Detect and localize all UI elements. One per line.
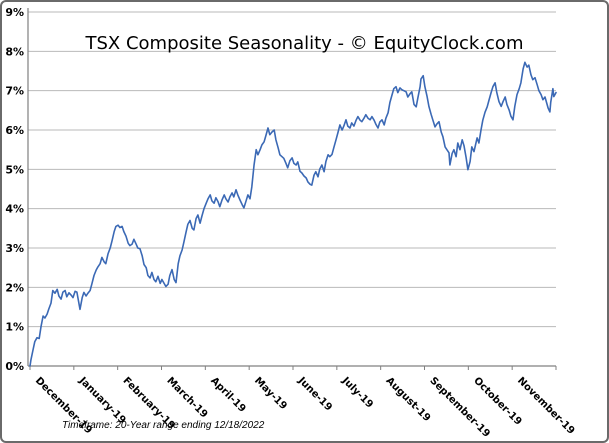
y-axis-label: 1% <box>5 321 24 334</box>
y-axis-label: 5% <box>5 163 24 176</box>
y-axis-label: 6% <box>5 124 24 137</box>
y-axis-label: 0% <box>5 360 24 373</box>
timeframe-note: Timeframe: 20-Year range ending 12/18/20… <box>62 420 265 431</box>
y-axis-label: 7% <box>5 85 24 98</box>
y-axis-label: 3% <box>5 242 24 255</box>
x-axis-label: April-19 <box>208 375 247 414</box>
x-axis-label: August-19 <box>384 375 433 424</box>
y-axis-label: 8% <box>5 45 24 58</box>
x-axis-label: June-19 <box>295 375 334 414</box>
x-axis-label: November-19 <box>515 375 576 436</box>
x-axis-label: May-19 <box>252 375 289 412</box>
y-axis-label: 9% <box>5 6 24 19</box>
x-axis-label: July-19 <box>339 375 375 411</box>
seasonality-line <box>29 61 557 367</box>
x-axis-label: March-19 <box>164 375 209 420</box>
chart-title: TSX Composite Seasonality - © EquityCloc… <box>85 33 524 54</box>
y-axis-label: 2% <box>5 281 24 294</box>
y-axis-label: 4% <box>5 203 24 216</box>
